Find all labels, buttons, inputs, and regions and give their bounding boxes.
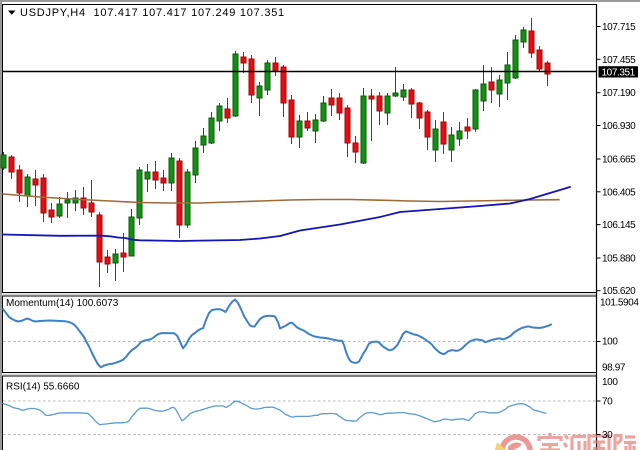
svg-text:30: 30 [602, 430, 613, 441]
svg-text:98.97: 98.97 [602, 363, 626, 374]
svg-text:Momentum(14) 100.6073: Momentum(14) 100.6073 [6, 298, 119, 309]
svg-text:70: 70 [602, 397, 613, 408]
svg-text:106.145: 106.145 [602, 220, 636, 231]
svg-text:100: 100 [602, 377, 618, 388]
svg-text:107.715: 107.715 [602, 22, 636, 33]
svg-text:106.665: 106.665 [602, 155, 636, 166]
svg-text:100: 100 [602, 337, 618, 348]
svg-text:107.351: 107.351 [602, 68, 636, 79]
svg-text:RSI(14) 55.6660: RSI(14) 55.6660 [6, 382, 80, 393]
svg-text:106.930: 106.930 [602, 121, 636, 132]
svg-text:107.455: 107.455 [602, 55, 636, 66]
svg-text:105.880: 105.880 [602, 254, 636, 265]
svg-text:101.5904: 101.5904 [600, 298, 639, 309]
svg-text:107.190: 107.190 [602, 88, 636, 99]
svg-text:106.405: 106.405 [602, 187, 636, 198]
svg-text:USDJPY,H4 107.417 107.417 107: USDJPY,H4 107.417 107.417 107.249 107.35… [20, 7, 285, 19]
svg-text:105.620: 105.620 [602, 286, 636, 297]
